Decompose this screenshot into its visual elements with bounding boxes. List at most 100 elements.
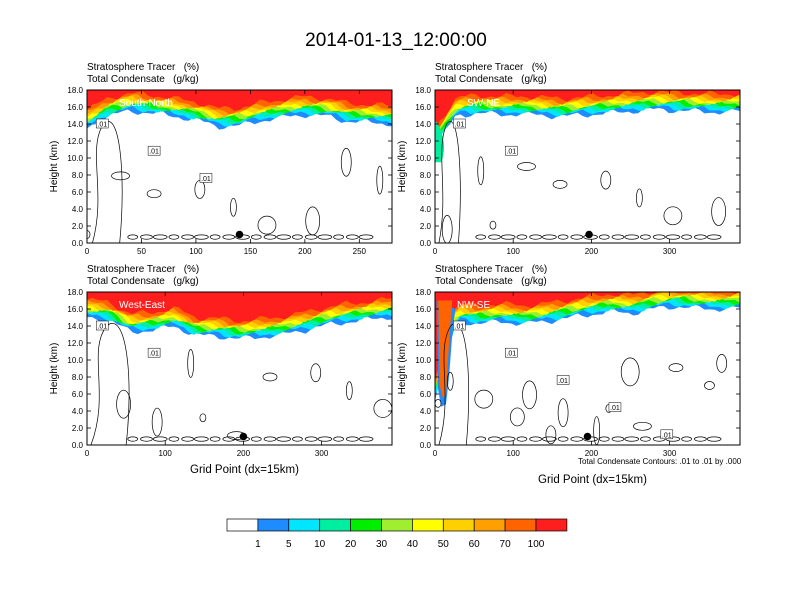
contour-loop [317, 436, 333, 442]
contour-loop [127, 436, 139, 442]
colorbar-label: 10 [314, 539, 326, 550]
y-axis-label: Height (km) [49, 343, 60, 395]
contour-loop [570, 436, 584, 442]
contour-loop [310, 363, 322, 383]
main-title: 2014-01-13_12:00:00 [305, 30, 487, 51]
contour-loop [552, 179, 568, 189]
contour-loop [250, 234, 262, 240]
contour-label: .01 [199, 173, 213, 183]
contour-loop [545, 425, 557, 445]
contour-label-text: .01 [97, 122, 107, 129]
contour-loop [640, 436, 651, 442]
contour-loop [516, 436, 528, 442]
contour-loop [194, 436, 209, 442]
contour-loop [611, 436, 625, 442]
contour-label: .01 [556, 375, 570, 385]
chart-svg: .01 .01 .01 South-North 0.0 2.0 4.0 6.0 8.0 10.0 1… [49, 86, 393, 256]
contour-loop [663, 206, 683, 226]
chart-svg: .01 .01 .01 .01 .01 NW-SE 0.0 2.0 4.0 6.0 8.0 10.0 1… [397, 288, 741, 458]
x-tick-label: 200 [585, 449, 599, 458]
contour-loop [557, 436, 569, 442]
contour-loop [276, 436, 292, 442]
colorbar-label: 60 [469, 539, 481, 550]
contour-loop [652, 436, 666, 442]
location-marker [583, 432, 592, 441]
panel-subtitle-1: Stratosphere Tracer (%) [435, 264, 548, 275]
contour-loop [263, 436, 277, 442]
contour-loop [262, 372, 278, 382]
tracer-band-8 [435, 90, 740, 136]
y-tick-label: 4.0 [72, 407, 84, 416]
condensate-contours [90, 323, 392, 445]
y-tick-label: 4.0 [420, 407, 432, 416]
contour-loop [222, 436, 236, 442]
y-tick-label: 2.0 [420, 222, 432, 231]
contour-footnote: Total Condensate Contours: .01 to .01 by… [578, 457, 742, 466]
contour-label: .01 [660, 429, 674, 439]
contour-loop [529, 234, 543, 240]
contour-label-text: .01 [662, 432, 672, 439]
plot-frame [86, 291, 393, 446]
y-tick-label: 10.0 [415, 356, 431, 365]
contour-loop [668, 363, 684, 373]
colorbar-label: 5 [286, 539, 292, 550]
contour-loop [477, 156, 485, 186]
plot-frame [434, 291, 741, 446]
contour-loop [263, 234, 277, 240]
y-tick-label: 8.0 [420, 171, 432, 180]
contour-label-text: .01 [201, 176, 211, 183]
contour-loop [168, 234, 180, 240]
contour-loop [304, 436, 318, 442]
contour-loop [222, 234, 236, 240]
contour-loop [152, 234, 168, 240]
contour-label-text: .01 [149, 149, 159, 156]
colorbar-label: 100 [528, 539, 545, 550]
panel-subtitle-1: Stratosphere Tracer (%) [87, 62, 200, 73]
panel-subtitle-2: Total Condensate (g/kg) [87, 276, 199, 287]
y-tick-label: 14.0 [67, 120, 83, 129]
colorbar-box [226, 518, 259, 532]
y-axis-label: Height (km) [397, 343, 408, 395]
y-tick-label: 0.0 [420, 239, 432, 248]
contour-label: .01 [453, 320, 466, 331]
colorbar-box [504, 518, 537, 532]
panel-subtitle-2: Total Condensate (g/kg) [87, 74, 199, 85]
contour-loop [665, 234, 681, 240]
chart-svg: .01 .01 West-East 0.0 2.0 4.0 6.0 8.0 10.0 12.0 14… [49, 288, 393, 458]
tracer-band-10 [87, 90, 392, 111]
contour-loop [529, 436, 543, 442]
y-tick-label: 2.0 [72, 424, 84, 433]
chart-svg: .01 .01 SW-NE 0.0 2.0 4.0 6.0 8.0 10.0 12.0 14.0 16… [397, 86, 741, 256]
contour-loop [620, 357, 640, 387]
contour-loop [140, 234, 153, 240]
y-tick-label: 8.0 [420, 373, 432, 382]
y-tick-label: 10.0 [415, 154, 431, 163]
contour-loop [346, 436, 359, 442]
contour-label-text: .01 [558, 378, 568, 385]
y-tick-label: 10.0 [67, 154, 83, 163]
x-tick-label: 0 [433, 449, 438, 458]
contour-loop [250, 436, 262, 442]
y-tick-label: 6.0 [420, 188, 432, 197]
x-tick-label: 0 [433, 247, 438, 256]
panel-subtitle-1: Stratosphere Tracer (%) [87, 264, 200, 275]
tracer-band-9 [435, 90, 740, 131]
contour-label-text: .01 [455, 324, 465, 331]
contour-loop [292, 436, 303, 442]
y-tick-label: 4.0 [72, 205, 84, 214]
condensate-contours [435, 323, 728, 445]
contour-loop [600, 170, 612, 190]
contour-label: .01 [505, 145, 518, 156]
x-tick-label: 300 [663, 247, 677, 256]
y-tick-label: 14.0 [67, 322, 83, 331]
y-tick-label: 16.0 [67, 305, 83, 314]
contour-loop [500, 234, 516, 240]
contour-loop [151, 407, 163, 437]
contour-label-text: .01 [506, 149, 516, 156]
contour-loop [345, 381, 353, 400]
contour-loop [542, 436, 557, 442]
contour-loop [598, 436, 610, 442]
x-tick-label: 150 [244, 247, 258, 256]
contour-loop [716, 354, 728, 373]
tracer-band-10 [435, 90, 740, 128]
